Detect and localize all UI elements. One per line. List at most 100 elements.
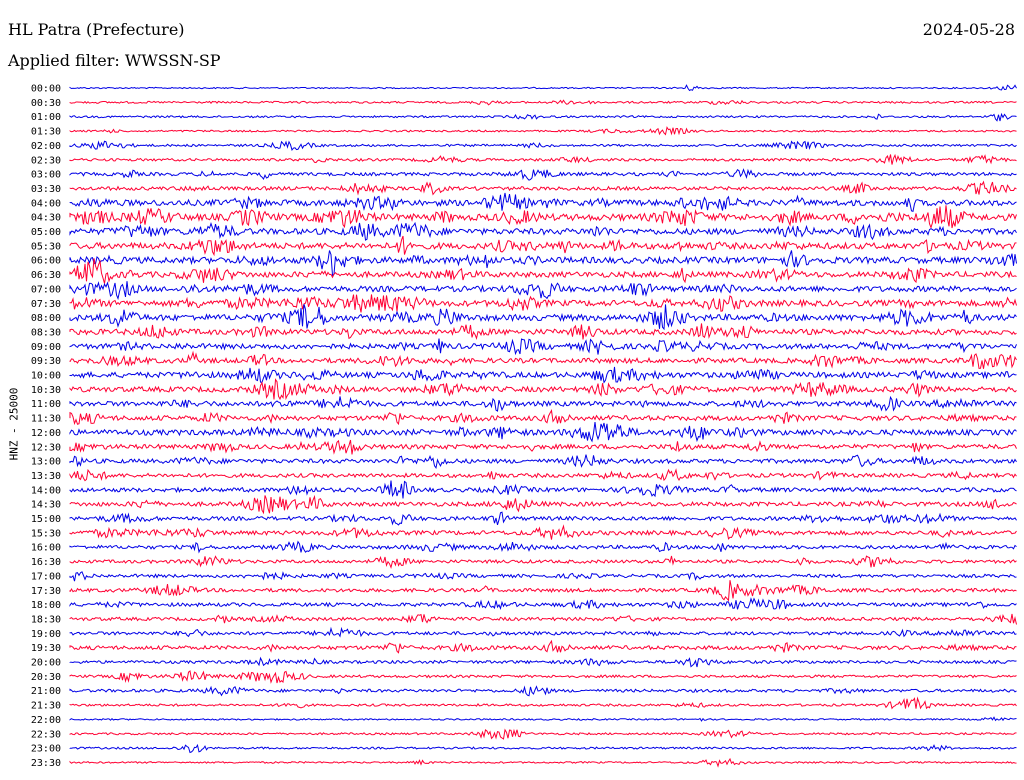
time-tick-label: 13:30 — [31, 471, 61, 482]
seismic-trace-line — [69, 338, 1017, 356]
seismic-trace-line — [69, 250, 1017, 277]
seismic-trace-line — [69, 511, 1017, 526]
time-tick-label: 21:00 — [31, 686, 61, 697]
seismic-trace-line — [69, 480, 1017, 499]
seismic-trace-line — [69, 378, 1017, 401]
seismic-trace-line — [69, 395, 1017, 412]
time-tick-label: 11:30 — [31, 414, 61, 425]
time-tick-label: 07:00 — [31, 284, 61, 295]
time-tick-label: 14:00 — [31, 485, 61, 496]
time-tick-label: 17:00 — [31, 571, 61, 582]
time-tick-label: 23:30 — [31, 758, 61, 769]
seismic-trace-line — [69, 670, 1017, 684]
seismic-trace-line — [69, 454, 1017, 470]
seismic-trace-line — [69, 639, 1017, 654]
time-tick-label: 05:00 — [31, 227, 61, 238]
seismic-trace-line — [69, 716, 1017, 722]
time-tick-label: 15:30 — [31, 528, 61, 539]
time-tick-label: 09:30 — [31, 356, 61, 367]
seismic-trace-line — [69, 571, 1017, 582]
seismic-trace-line — [69, 494, 1017, 515]
time-tick-label: 12:30 — [31, 442, 61, 453]
seismic-trace-line — [69, 580, 1017, 602]
seismic-trace-line — [69, 422, 1017, 443]
time-tick-label: 08:00 — [31, 313, 61, 324]
seismic-trace-line — [69, 408, 1017, 426]
time-tick-label: 06:00 — [31, 256, 61, 267]
time-tick-label: 09:00 — [31, 342, 61, 353]
time-tick-label: 18:00 — [31, 600, 61, 611]
time-tick-label: 10:30 — [31, 385, 61, 396]
time-tick-label: 00:30 — [31, 98, 61, 109]
time-tick-label: 08:30 — [31, 327, 61, 338]
time-tick-label: 06:30 — [31, 270, 61, 281]
time-tick-label: 04:30 — [31, 213, 61, 224]
time-tick-label: 16:00 — [31, 543, 61, 554]
time-tick-label: 04:00 — [31, 198, 61, 209]
seismic-trace-line — [69, 743, 1017, 754]
seismic-trace-line — [69, 524, 1017, 540]
seismic-trace-line — [69, 112, 1017, 122]
seismic-trace-line — [69, 235, 1017, 257]
time-tick-label: 21:30 — [31, 701, 61, 712]
seismic-trace-line — [69, 281, 1017, 301]
seismic-trace-line — [69, 323, 1017, 340]
seismic-trace-line — [69, 540, 1017, 554]
time-tick-label: 15:00 — [31, 514, 61, 525]
time-tick-label: 19:00 — [31, 629, 61, 640]
seismic-trace-line — [69, 366, 1017, 384]
time-tick-label: 10:00 — [31, 371, 61, 382]
time-tick-label: 22:30 — [31, 729, 61, 740]
time-tick-label: 13:00 — [31, 457, 61, 468]
time-tick-label: 18:30 — [31, 614, 61, 625]
seismic-trace-line — [69, 555, 1017, 570]
seismic-trace-line — [69, 656, 1017, 668]
time-tick-label: 14:30 — [31, 500, 61, 511]
time-tick-label: 12:00 — [31, 428, 61, 439]
seismic-trace-line — [69, 99, 1017, 106]
seismic-trace-line — [69, 439, 1017, 455]
seismic-trace-line — [69, 626, 1017, 638]
seismic-trace-line — [69, 258, 1017, 284]
seismic-trace-line — [69, 728, 1017, 740]
time-tick-label: 05:30 — [31, 241, 61, 252]
time-tick-label: 02:30 — [31, 155, 61, 166]
seismic-trace-line — [69, 168, 1017, 181]
seismic-trace-line — [69, 685, 1017, 697]
time-tick-label: 22:00 — [31, 715, 61, 726]
seismic-trace-line — [69, 192, 1017, 213]
seismic-trace-line — [69, 153, 1017, 165]
seismic-trace-line — [69, 294, 1017, 313]
time-tick-label: 20:30 — [31, 672, 61, 683]
seismic-trace-line — [69, 84, 1017, 92]
seismic-trace-line — [69, 350, 1017, 369]
time-tick-label: 17:30 — [31, 586, 61, 597]
time-tick-label: 01:30 — [31, 127, 61, 138]
time-tick-label: 07:30 — [31, 299, 61, 310]
filter-label: Applied filter: WWSSN-SP — [8, 51, 221, 70]
seismic-trace-line — [69, 304, 1017, 331]
seismic-trace-line — [69, 140, 1017, 151]
seismic-trace-line — [69, 597, 1017, 610]
seismic-trace-line — [69, 757, 1017, 768]
date-label: 2024-05-28 — [922, 20, 1015, 39]
time-tick-label: 00:00 — [31, 84, 61, 95]
time-tick-label: 23:00 — [31, 744, 61, 755]
seismic-trace-line — [69, 180, 1017, 196]
seismic-trace-line — [69, 696, 1017, 710]
seismic-trace-line — [69, 613, 1017, 625]
time-tick-label: 20:00 — [31, 658, 61, 669]
station-title: HL Patra (Prefecture) — [8, 20, 185, 39]
seismic-trace-line — [69, 468, 1017, 482]
time-tick-label: 11:00 — [31, 399, 61, 410]
seismic-trace-line — [69, 126, 1017, 136]
time-tick-label: 03:00 — [31, 170, 61, 181]
time-tick-label: 02:00 — [31, 141, 61, 152]
seismic-trace-line — [69, 221, 1017, 241]
time-tick-label: 19:30 — [31, 643, 61, 654]
time-tick-label: 16:30 — [31, 557, 61, 568]
time-tick-label: 03:30 — [31, 184, 61, 195]
time-tick-label: 01:00 — [31, 112, 61, 123]
seismic-trace-line — [69, 205, 1017, 230]
